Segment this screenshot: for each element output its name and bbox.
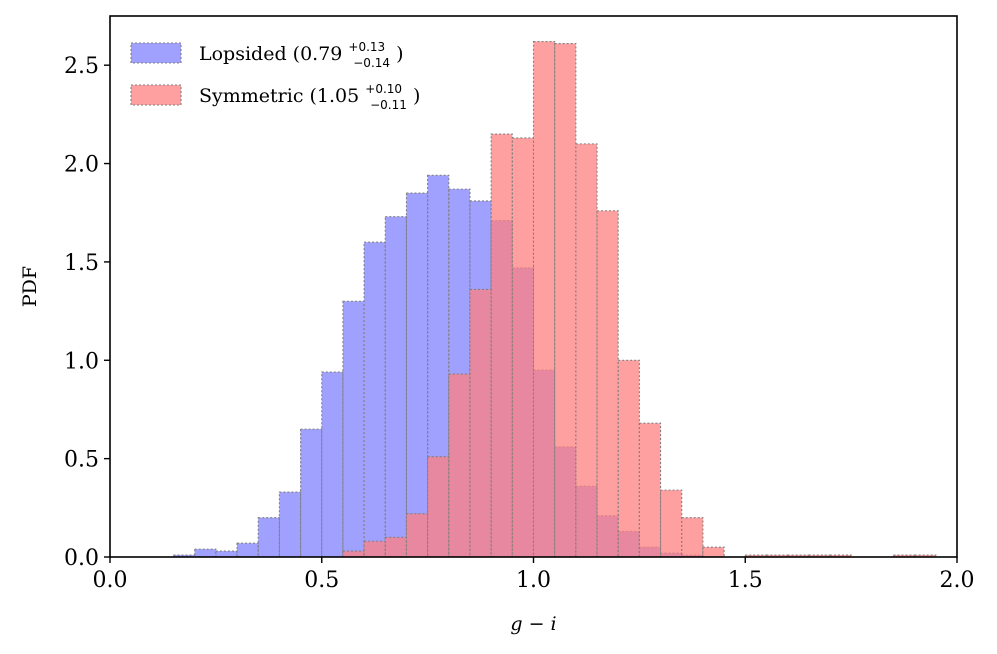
- bar-symmetric: [384, 536, 407, 558]
- legend: Lopsided (0.79 +0.13 −0.14 ) Symmetric (…: [130, 34, 420, 114]
- bar-lopsided: [342, 300, 365, 558]
- bar-lopsided: [384, 216, 407, 558]
- svg-text:Lopsided (0.79 +0.13: Lopsided (0.79 +0.13 −0.14 ): [199, 34, 404, 72]
- bar-symmetric: [448, 373, 471, 558]
- bar-symmetric: [342, 550, 365, 558]
- bar-symmetric: [532, 41, 556, 558]
- legend-close-paren-lopsided: ): [396, 43, 403, 65]
- y-tick-label: 2.0: [64, 153, 99, 178]
- legend-lower-error-lopsided: −0.14: [353, 56, 390, 70]
- bar-symmetric: [363, 540, 386, 558]
- y-tick-label: 0.0: [64, 546, 99, 571]
- bar-symmetric: [617, 359, 640, 558]
- series-symmetric-bars: [342, 41, 937, 558]
- bar-symmetric: [659, 489, 683, 558]
- bar-lopsided: [300, 428, 323, 558]
- bar-lopsided: [405, 192, 429, 558]
- svg-text:Symmetric (1.05 +0.10: Symmetric (1.05 +0.10 −0.11 ): [199, 76, 420, 114]
- bar-symmetric: [490, 133, 513, 558]
- bar-lopsided: [257, 517, 280, 558]
- y-tick-label: 0.5: [64, 448, 99, 473]
- legend-upper-error-lopsided: +0.13: [348, 40, 385, 54]
- y-tick-label: 2.5: [64, 54, 99, 79]
- bar-symmetric: [702, 546, 725, 558]
- bar-symmetric: [638, 422, 662, 558]
- bar-lopsided: [363, 241, 386, 558]
- x-tick-label: 1.5: [728, 568, 763, 593]
- bar-symmetric: [511, 137, 535, 558]
- bar-lopsided: [278, 491, 302, 558]
- legend-label-lopsided: Lopsided (0.79: [199, 43, 342, 65]
- x-tick-label: 2.0: [940, 568, 975, 593]
- x-tick-label: 0.0: [93, 568, 128, 593]
- bar-symmetric: [405, 513, 429, 558]
- legend-swatch-symmetric: [130, 84, 182, 106]
- legend-entry-symmetric: Symmetric (1.05 +0.10 −0.11 ): [130, 76, 420, 114]
- x-tick-label: 0.5: [304, 568, 339, 593]
- legend-upper-error-symmetric: +0.10: [365, 82, 402, 96]
- legend-lower-error-symmetric: −0.11: [370, 98, 407, 112]
- y-tick-label: 1.5: [64, 251, 99, 276]
- bar-lopsided: [194, 548, 217, 558]
- y-tick-label: 1.0: [64, 349, 99, 374]
- legend-swatch-lopsided: [130, 42, 182, 64]
- bar-symmetric: [554, 42, 577, 558]
- x-axis-label: g − i: [510, 613, 556, 635]
- bar-symmetric: [681, 517, 704, 558]
- y-axis-label: PDF: [19, 266, 41, 307]
- bar-symmetric: [575, 143, 598, 558]
- bar-symmetric: [469, 288, 492, 558]
- y-axis-ticks: 0.0 0.5 1.0 1.5 2.0 2.5: [64, 54, 110, 571]
- bar-lopsided: [236, 542, 259, 558]
- legend-close-paren-symmetric: ): [413, 85, 420, 107]
- bar-symmetric: [427, 456, 450, 558]
- legend-entry-lopsided: Lopsided (0.79 +0.13 −0.14 ): [130, 34, 404, 72]
- bar-lopsided: [215, 550, 238, 558]
- x-axis-ticks: 0.0 0.5 1.0 1.5 2.0: [93, 557, 975, 593]
- bar-lopsided: [321, 371, 344, 558]
- x-tick-label: 1.0: [516, 568, 551, 593]
- legend-label-symmetric: Symmetric (1.05: [199, 85, 359, 107]
- bar-symmetric: [596, 210, 619, 558]
